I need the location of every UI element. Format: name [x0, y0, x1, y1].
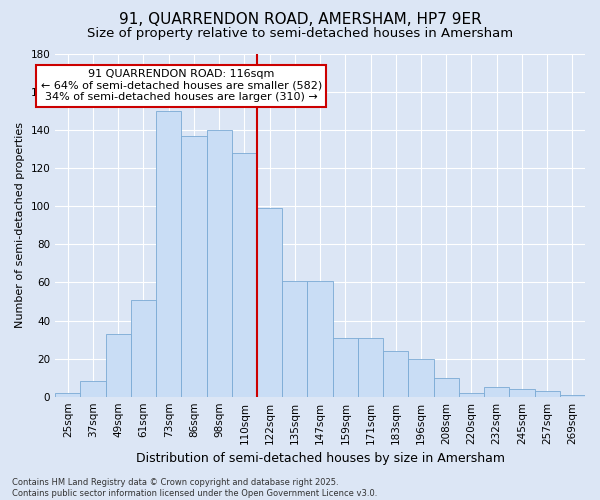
Bar	[484, 387, 509, 396]
Text: Contains HM Land Registry data © Crown copyright and database right 2025.
Contai: Contains HM Land Registry data © Crown c…	[12, 478, 377, 498]
Bar	[131, 300, 156, 396]
Bar	[181, 136, 206, 396]
Bar	[332, 338, 358, 396]
Text: Size of property relative to semi-detached houses in Amersham: Size of property relative to semi-detach…	[87, 28, 513, 40]
Bar	[282, 280, 307, 396]
Text: 91 QUARRENDON ROAD: 116sqm
← 64% of semi-detached houses are smaller (582)
34% o: 91 QUARRENDON ROAD: 116sqm ← 64% of semi…	[41, 69, 322, 102]
Text: 91, QUARRENDON ROAD, AMERSHAM, HP7 9ER: 91, QUARRENDON ROAD, AMERSHAM, HP7 9ER	[119, 12, 481, 28]
Bar	[55, 393, 80, 396]
Bar	[535, 391, 560, 396]
Bar	[358, 338, 383, 396]
Bar	[383, 351, 409, 397]
Bar	[257, 208, 282, 396]
Bar	[459, 393, 484, 396]
Bar	[106, 334, 131, 396]
X-axis label: Distribution of semi-detached houses by size in Amersham: Distribution of semi-detached houses by …	[136, 452, 505, 465]
Y-axis label: Number of semi-detached properties: Number of semi-detached properties	[15, 122, 25, 328]
Bar	[156, 111, 181, 397]
Bar	[409, 358, 434, 397]
Bar	[206, 130, 232, 396]
Bar	[232, 153, 257, 396]
Bar	[80, 382, 106, 396]
Bar	[307, 280, 332, 396]
Bar	[560, 395, 585, 396]
Bar	[434, 378, 459, 396]
Bar	[509, 389, 535, 396]
